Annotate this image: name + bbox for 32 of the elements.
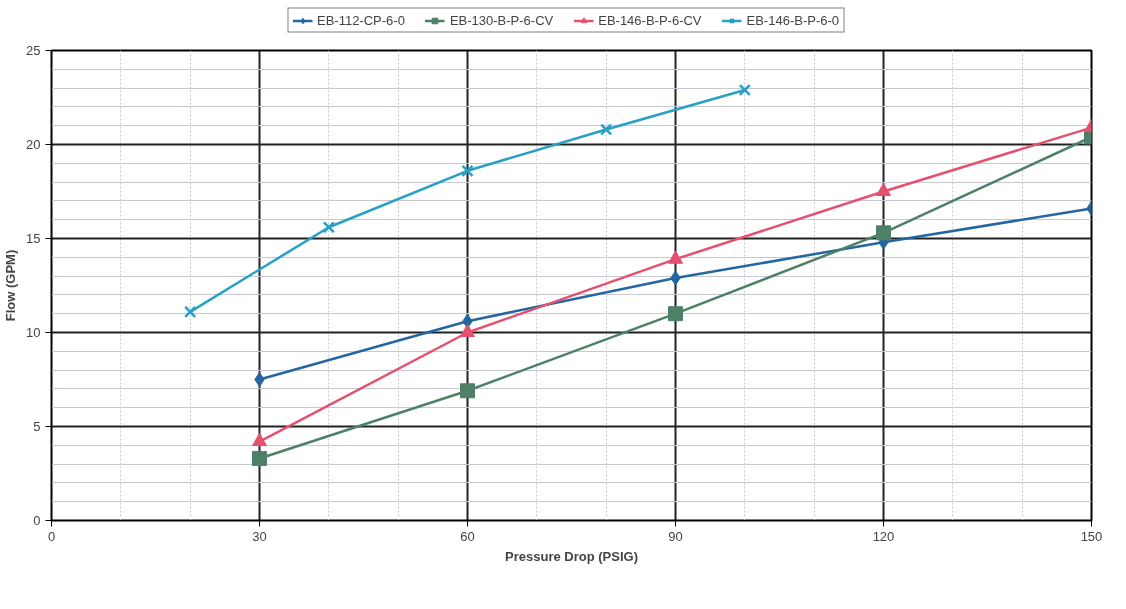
legend-label: EB-146-B-P-6-CV: [598, 12, 702, 28]
x-tick-label: 120: [872, 528, 895, 544]
point: [460, 323, 475, 338]
point: [668, 306, 683, 322]
y-tick-label: 5: [33, 419, 41, 434]
x-tick-label: 150: [1080, 528, 1103, 544]
point: [738, 83, 752, 97]
point: [668, 250, 683, 264]
x-tick-label: 90: [668, 528, 683, 544]
y-tick-label: 0: [33, 513, 41, 528]
y-axis-title: Flow (GPM): [3, 249, 19, 322]
point: [460, 383, 475, 399]
point: [322, 221, 336, 234]
point: [252, 450, 267, 466]
x-tick-label: 30: [252, 528, 267, 544]
x-tick-label: 0: [47, 528, 56, 544]
x-axis-title: Pressure Drop (PSIG): [505, 548, 638, 564]
legend-label: EB-130-B-P-6-CV: [449, 12, 554, 28]
point: [876, 182, 891, 197]
point: [183, 305, 197, 319]
point: [876, 225, 891, 241]
legend-label: EB-146-B-P-6-0: [746, 12, 840, 28]
x-tick-label: 60: [460, 528, 475, 544]
point: [599, 123, 613, 136]
y-tick-label: 15: [26, 231, 41, 246]
y-tick-label: 20: [26, 137, 41, 152]
point: [254, 372, 265, 387]
legend-label: EB-112-CP-6-0: [316, 12, 405, 28]
y-tick-label: 10: [26, 325, 41, 340]
y-tick-label: 25: [26, 43, 41, 58]
point: [461, 164, 474, 178]
point: [252, 432, 267, 447]
